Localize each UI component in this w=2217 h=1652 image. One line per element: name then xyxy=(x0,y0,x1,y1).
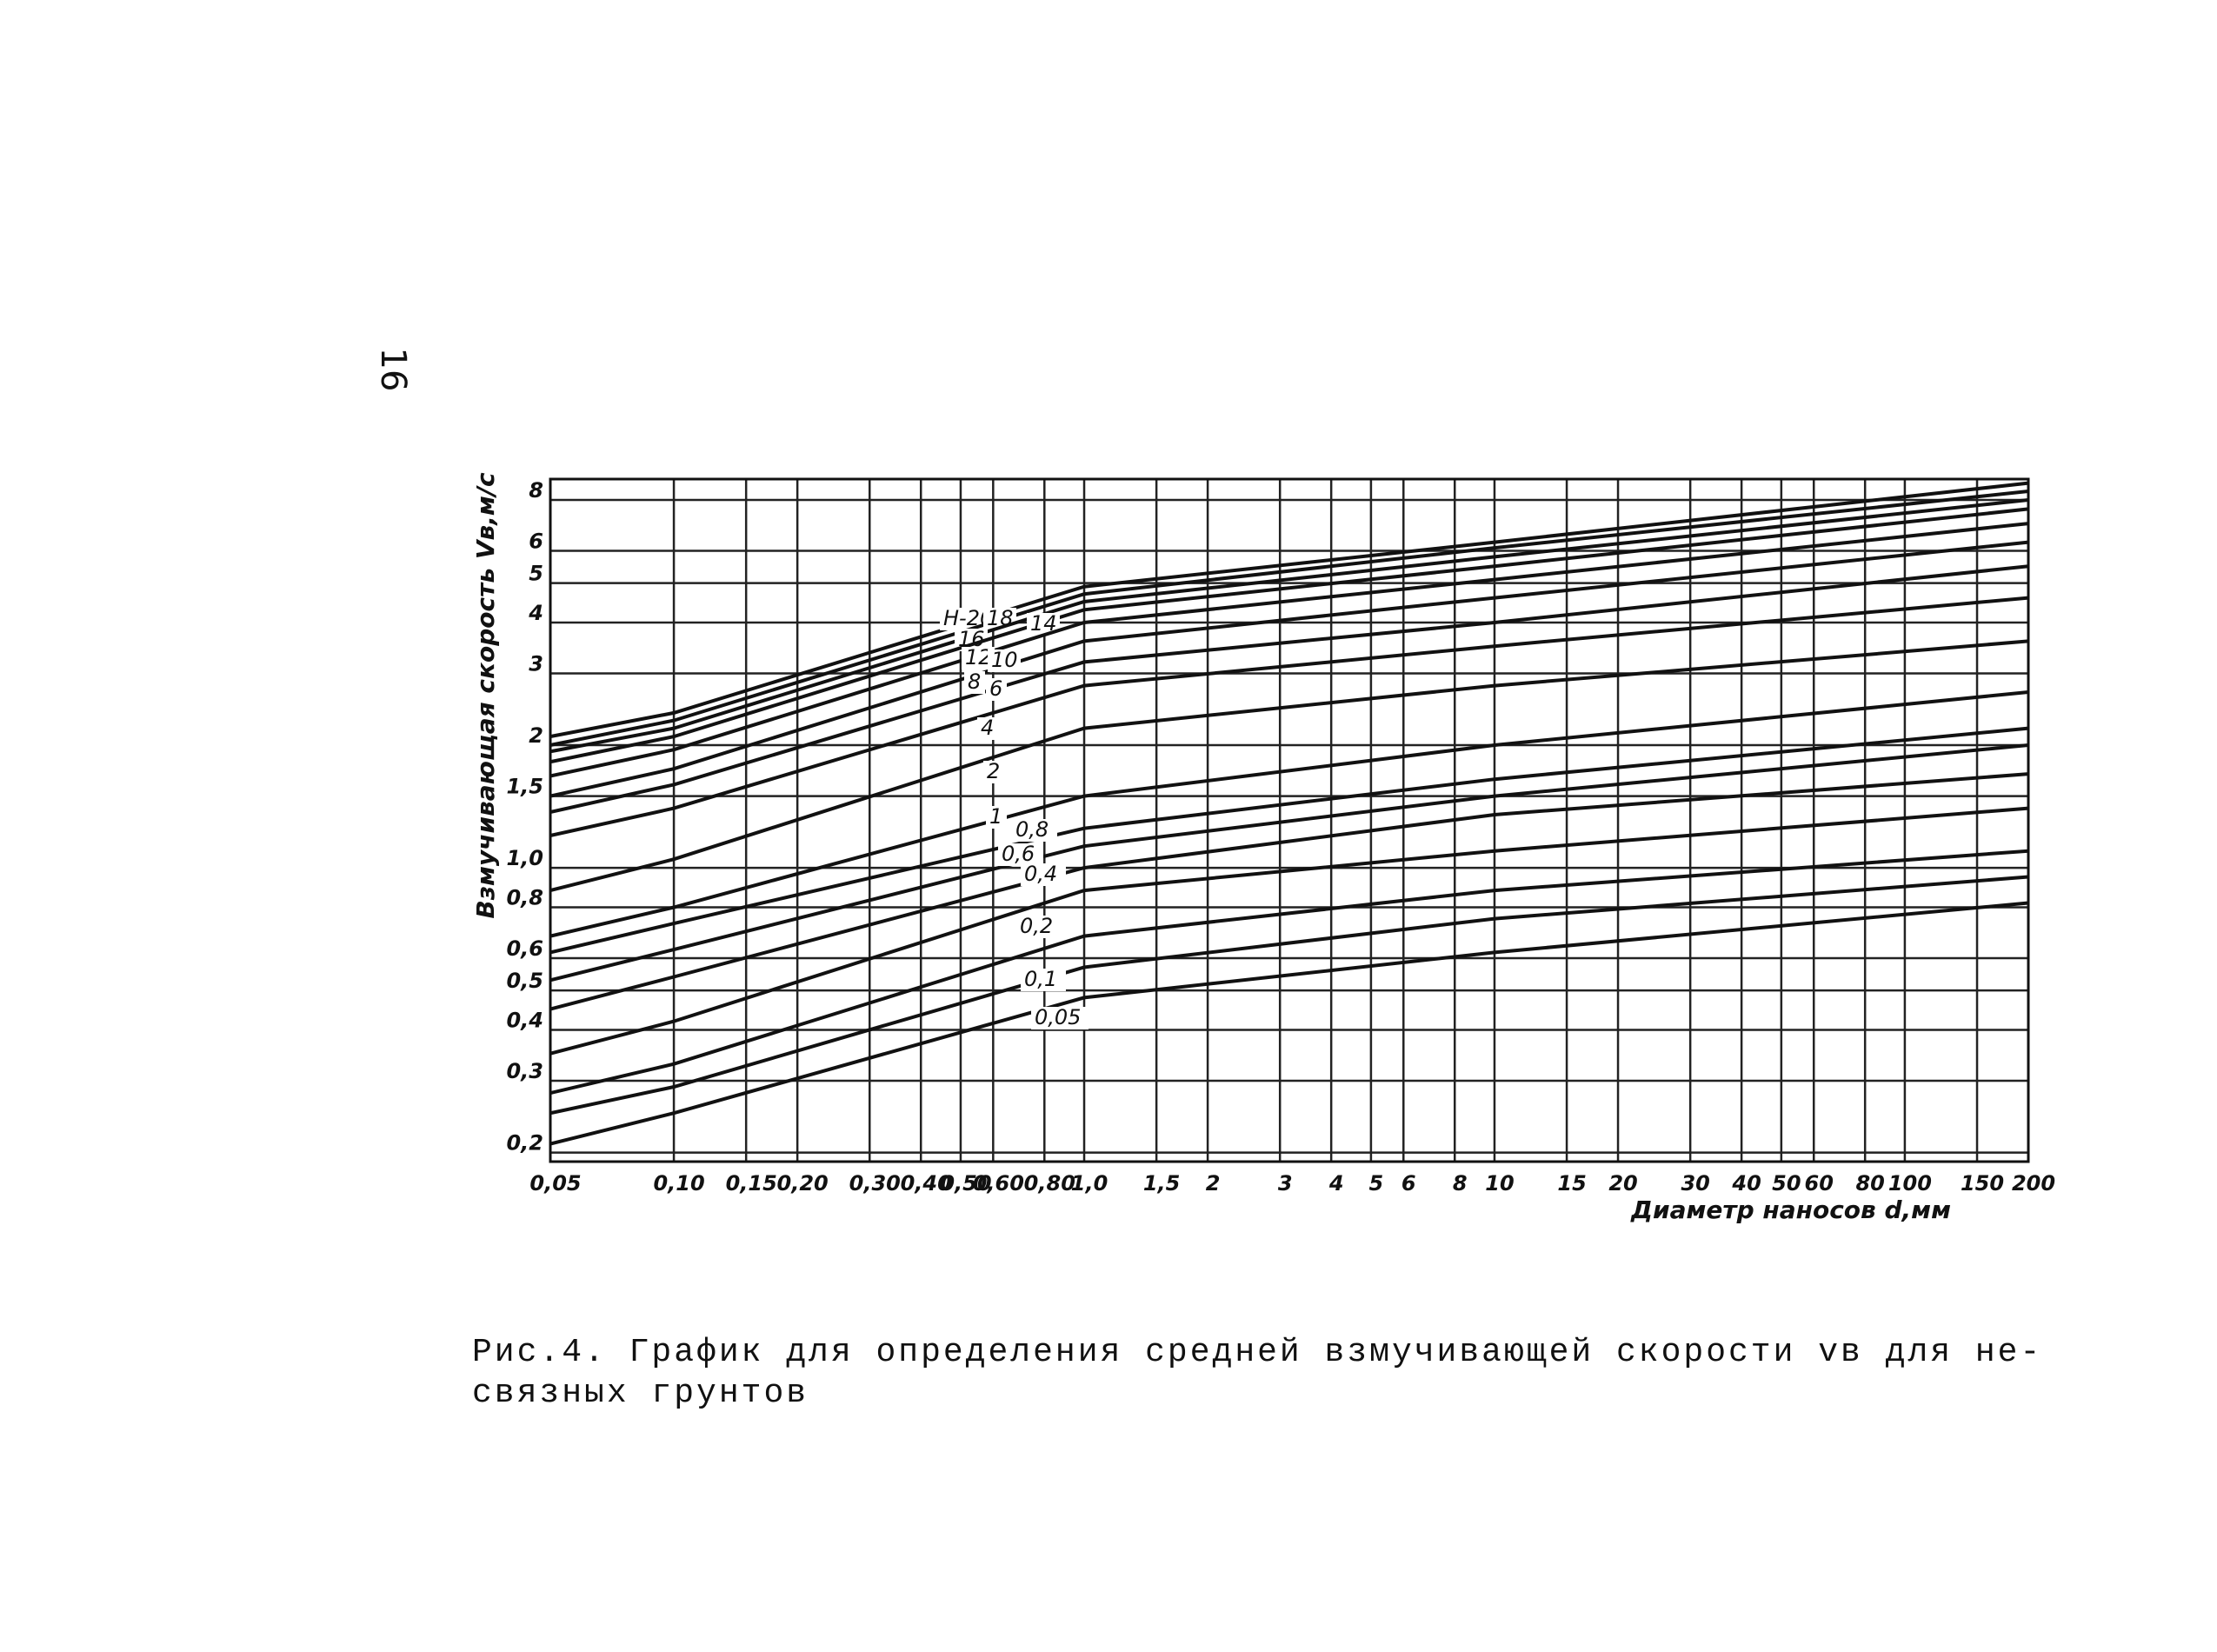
series-line xyxy=(549,564,2029,814)
x-tick-label: 1,5 xyxy=(1143,1171,1181,1196)
series-label: 0,6 xyxy=(1002,842,1035,866)
label-bg xyxy=(988,649,1021,672)
x-axis-title: Диаметр наносов d,мм xyxy=(1630,1196,1951,1224)
plot-frame xyxy=(549,477,2030,1163)
x-tick-label: 0,20 xyxy=(777,1171,829,1196)
series-line xyxy=(549,507,2029,764)
x-tick-label: 150 xyxy=(1961,1171,2004,1196)
label-bg xyxy=(983,761,1004,783)
x-tick-label: 60 xyxy=(1805,1171,1834,1196)
x-tick-label: 10 xyxy=(1485,1171,1514,1196)
series-line xyxy=(549,481,2029,739)
series-line xyxy=(549,901,2029,1146)
x-tick-label: 15 xyxy=(1557,1171,1586,1196)
x-tick-label: 0,30 xyxy=(849,1171,901,1196)
series-label: 2 xyxy=(987,759,1000,783)
y-tick-label: 8 xyxy=(529,478,543,503)
x-tick-label: 20 xyxy=(1608,1171,1637,1196)
y-tick-label: 5 xyxy=(529,562,543,586)
series-line xyxy=(549,639,2029,893)
label-bg xyxy=(986,806,1007,829)
series-label: 0,4 xyxy=(1024,862,1057,886)
x-tick-label: 0,05 xyxy=(529,1171,581,1196)
label-bg xyxy=(998,843,1043,866)
series-label: 10 xyxy=(991,648,1018,672)
x-tick-label: 0,80 xyxy=(1024,1171,1075,1196)
x-tick-label: 200 xyxy=(2012,1171,2055,1196)
x-tick-label: 4 xyxy=(1328,1171,1344,1196)
label-bg xyxy=(1021,863,1066,886)
series-line xyxy=(549,522,2029,778)
series-label: 0,05 xyxy=(1035,1005,1081,1029)
series-label: 0,8 xyxy=(1015,817,1049,842)
caption-line: Рис.4. График для определения средней вз… xyxy=(472,1334,2042,1371)
series-label: 4 xyxy=(981,716,994,740)
y-tick-label: 0,2 xyxy=(506,1131,543,1156)
x-tick-label: 30 xyxy=(1681,1171,1709,1196)
series-line xyxy=(549,772,2029,1011)
y-tick-label: 0,4 xyxy=(506,1009,543,1033)
x-tick-label: 5 xyxy=(1369,1171,1384,1196)
x-tick-label: 1,0 xyxy=(1071,1171,1108,1196)
x-tick-label: 100 xyxy=(1888,1171,1932,1196)
y-tick-label: 0,3 xyxy=(506,1059,543,1083)
x-tick-label: 0,50 xyxy=(940,1171,991,1196)
series-line xyxy=(549,540,2029,798)
x-tick-label: 0,60 xyxy=(973,1171,1024,1196)
y-tick-label: 0,5 xyxy=(506,969,543,993)
x-tick-label: 2 xyxy=(1206,1171,1221,1196)
x-tick-label: 6 xyxy=(1401,1171,1416,1196)
x-tick-label: 40 xyxy=(1731,1171,1761,1196)
label-bg xyxy=(986,678,1007,701)
label-bg xyxy=(1021,969,1066,991)
series-line xyxy=(549,743,2029,983)
series-line xyxy=(549,490,2029,747)
series-label: 6 xyxy=(989,676,1002,701)
series-label: 12 xyxy=(965,645,992,669)
series-line xyxy=(549,596,2029,837)
label-bg xyxy=(964,671,985,694)
y-tick-label: 2 xyxy=(529,723,543,748)
label-bg xyxy=(1016,916,1062,938)
y-axis-title: Взмучивающая скорость Vв,м/с xyxy=(471,472,500,919)
x-tick-label: 80 xyxy=(1855,1171,1884,1196)
series-label: 0,1 xyxy=(1024,967,1057,991)
caption-line: связных грунтов xyxy=(472,1375,809,1412)
x-tick-label: 8 xyxy=(1453,1171,1468,1196)
x-tick-label: 0,15 xyxy=(726,1171,777,1196)
y-tick-label: 3 xyxy=(529,652,543,676)
label-bg xyxy=(977,717,998,740)
label-bg xyxy=(1012,819,1057,842)
page-number: 16 xyxy=(373,348,413,392)
label-bg xyxy=(1031,1007,1089,1029)
y-tick-label: 0,6 xyxy=(506,936,543,961)
series-line xyxy=(549,849,2029,1096)
y-tick-label: 0,8 xyxy=(506,885,543,909)
series-line xyxy=(549,726,2029,955)
series-line xyxy=(549,498,2029,754)
x-tick-label: 0,40 xyxy=(901,1171,952,1196)
series-line xyxy=(549,806,2029,1056)
series-label: 8 xyxy=(968,669,981,694)
y-tick-label: 1,0 xyxy=(506,846,543,870)
x-tick-label: 3 xyxy=(1278,1171,1293,1196)
series-label: 1 xyxy=(989,804,1002,829)
series-line xyxy=(549,875,2029,1116)
x-tick-label: 50 xyxy=(1772,1171,1801,1196)
y-tick-label: 6 xyxy=(529,530,543,554)
y-tick-label: 1,5 xyxy=(506,775,543,799)
y-tick-label: 4 xyxy=(528,601,543,625)
series-label: 0,2 xyxy=(1020,914,1053,938)
series-line xyxy=(549,690,2029,938)
x-tick-label: 0,10 xyxy=(653,1171,704,1196)
